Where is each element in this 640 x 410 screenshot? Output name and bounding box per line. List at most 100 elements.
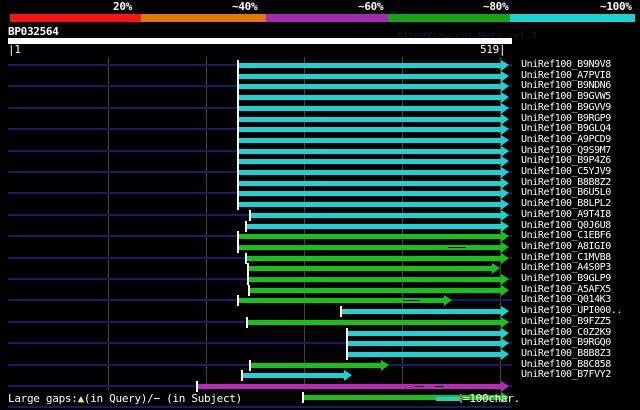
- hit-accession-label[interactable]: UniRef100_B8C858: [521, 358, 611, 370]
- hit-bar[interactable]: [239, 95, 501, 101]
- alignment-row[interactable]: UniRef100_C0Z2K9: [0, 326, 640, 339]
- hit-bar[interactable]: [239, 105, 501, 111]
- hit-accession-label[interactable]: UniRef100_B9GLP9: [521, 273, 611, 284]
- hit-direction-arrow-icon: [444, 295, 452, 307]
- alignment-row[interactable]: UniRef100_B8B8Z2: [0, 176, 640, 189]
- hit-accession-label[interactable]: UniRef100_A4S0P3: [521, 262, 611, 274]
- hit-accession-label[interactable]: UniRef100_C1EBF6: [521, 230, 611, 242]
- hit-bar[interactable]: [249, 277, 501, 282]
- alignment-row[interactable]: UniRef100_C1MVB8: [0, 251, 640, 264]
- hit-bar[interactable]: [243, 373, 344, 379]
- hit-accession-label[interactable]: UniRef100_B8B8Z2: [521, 176, 611, 188]
- hit-accession-label[interactable]: UniRef100_B7FVY2: [521, 369, 611, 381]
- alignment-row[interactable]: UniRef100_B7FVY2: [0, 369, 640, 382]
- hit-bar[interactable]: [239, 244, 501, 250]
- alignment-row[interactable]: UniRef100_Q9S9M7: [0, 144, 640, 157]
- alignment-row[interactable]: UniRef100_B9GLQ4: [0, 123, 640, 136]
- scale-segment-0: [10, 14, 142, 22]
- hit-accession-label[interactable]: UniRef100_B9NDN6: [521, 80, 611, 92]
- query-id-label: BP032564: [8, 25, 59, 38]
- hit-bar[interactable]: [348, 341, 501, 347]
- hit-accession-label[interactable]: UniRef100_B9RGQ0: [521, 337, 611, 349]
- hit-start-tick: [237, 177, 239, 189]
- hit-accession-label[interactable]: UniRef100_C1MVB8: [521, 251, 611, 263]
- hit-bar[interactable]: [239, 234, 501, 240]
- hit-accession-label[interactable]: UniRef100_C0Z2K9: [521, 326, 611, 338]
- alignment-row[interactable]: UniRef100_B9RGP9: [0, 112, 640, 125]
- hit-bar[interactable]: [239, 116, 501, 122]
- hit-bar[interactable]: [239, 73, 501, 79]
- hit-accession-label[interactable]: UniRef100_UPI000..: [521, 305, 623, 317]
- hit-bar[interactable]: [239, 84, 501, 90]
- hit-accession-label[interactable]: UniRef100_B9N9V8: [521, 59, 611, 70]
- hit-bar[interactable]: [304, 394, 501, 400]
- hit-accession-label[interactable]: UniRef100_Q0J6U8: [521, 219, 611, 231]
- hit-accession-label[interactable]: UniRef100_B9RGP9: [521, 112, 611, 124]
- hit-bar[interactable]: [239, 159, 501, 165]
- hit-bar[interactable]: [239, 148, 501, 154]
- hit-bar[interactable]: [239, 202, 501, 208]
- alignment-row[interactable]: UniRef100_A5AFX5: [0, 283, 640, 296]
- hit-bar[interactable]: [249, 266, 492, 272]
- alignment-row[interactable]: [0, 391, 640, 403]
- alignment-row[interactable]: UniRef100_B8C858: [0, 358, 640, 371]
- alignment-row[interactable]: UniRef100_B9P4Z6: [0, 155, 640, 168]
- alignment-row[interactable]: UniRef100_A8IGI0: [0, 240, 640, 253]
- hit-bar[interactable]: [250, 287, 501, 293]
- alignment-row[interactable]: UniRef100_Q0J6U8: [0, 219, 640, 232]
- alignment-row[interactable]: UniRef100_B9GVV9: [0, 101, 640, 114]
- hit-bar[interactable]: [348, 330, 501, 336]
- alignment-row[interactable]: UniRef100_C5YJV9: [0, 166, 640, 178]
- hit-bar[interactable]: [251, 362, 381, 368]
- hit-accession-label[interactable]: UniRef100_A8IGI0: [521, 240, 611, 252]
- hit-accession-label[interactable]: UniRef100_A5AFX5: [521, 283, 611, 295]
- alignment-row[interactable]: UniRef100_B6U5L0: [0, 187, 640, 200]
- hit-accession-label[interactable]: UniRef100_B6U5L0: [521, 187, 611, 199]
- alignment-row[interactable]: UniRef100_B9NDN6: [0, 80, 640, 93]
- hit-accession-label[interactable]: UniRef100_C5YJV9: [521, 166, 611, 177]
- hit-accession-label[interactable]: UniRef100_Q014K3: [521, 294, 611, 306]
- hit-accession-label[interactable]: UniRef100_B9GVW5: [521, 91, 611, 103]
- hit-bar[interactable]: [239, 127, 501, 133]
- alignment-row[interactable]: UniRef100_B8B8Z3: [0, 347, 640, 360]
- hit-bar[interactable]: [239, 191, 501, 197]
- hit-accession-label[interactable]: UniRef100_A7PVI8: [521, 69, 611, 81]
- alignment-row[interactable]: UniRef100_B9GLP9: [0, 273, 640, 285]
- hit-accession-label[interactable]: UniRef100_A9PCD9: [521, 133, 611, 145]
- alignment-row[interactable]: UniRef100_A9PCD9: [0, 133, 640, 146]
- hit-accession-label[interactable]: UniRef100_B9FZZ5: [521, 315, 611, 327]
- alignment-row[interactable]: UniRef100_Q014K3: [0, 294, 640, 307]
- hit-accession-label[interactable]: UniRef100_B9GVV9: [521, 101, 611, 113]
- alignment-row[interactable]: UniRef100_B9N9V8: [0, 59, 640, 71]
- alignment-row[interactable]: UniRef100_B9GVW5: [0, 91, 640, 104]
- hit-bar[interactable]: [239, 170, 501, 175]
- hit-accession-label[interactable]: UniRef100_B8B8Z3: [521, 347, 611, 359]
- hit-bar[interactable]: [342, 309, 501, 315]
- hit-accession-label[interactable]: UniRef100_B9P4Z6: [521, 155, 611, 167]
- alignment-row[interactable]: UniRef100_B8LPL2: [0, 198, 640, 211]
- hit-accession-label[interactable]: UniRef100_B8LPL2: [521, 198, 611, 210]
- hit-bar[interactable]: [198, 384, 501, 389]
- hit-bar[interactable]: [239, 137, 501, 143]
- hit-start-tick: [346, 338, 348, 350]
- hit-bar[interactable]: [239, 180, 501, 186]
- hit-accession-label[interactable]: UniRef100_Q9S9M7: [521, 144, 611, 156]
- alignment-row[interactable]: UniRef100_A9T4I8: [0, 208, 640, 221]
- hit-start-tick: [237, 70, 239, 82]
- alignment-row[interactable]: UniRef100_UPI000..: [0, 305, 640, 318]
- alignment-row[interactable]: UniRef100_C1EBF6: [0, 230, 640, 243]
- hit-bar[interactable]: [248, 319, 501, 325]
- hit-accession-label[interactable]: UniRef100_A9T4I8: [521, 208, 611, 220]
- hit-bar[interactable]: [239, 298, 444, 304]
- alignment-row[interactable]: UniRef100_A4S0P3: [0, 262, 640, 275]
- hit-bar[interactable]: [247, 255, 501, 261]
- alignment-row[interactable]: UniRef100_B9FZZ5: [0, 315, 640, 328]
- hit-bar[interactable]: [239, 63, 501, 68]
- hit-bar[interactable]: [251, 212, 501, 218]
- alignment-row[interactable]: UniRef100_A7PVI8: [0, 69, 640, 82]
- hit-bar[interactable]: [348, 351, 501, 357]
- alignment-row[interactable]: UniRef100_B9RGQ0: [0, 337, 640, 350]
- hit-bar[interactable]: [247, 223, 501, 229]
- alignment-row[interactable]: [0, 381, 640, 392]
- hit-accession-label[interactable]: UniRef100_B9GLQ4: [521, 123, 611, 135]
